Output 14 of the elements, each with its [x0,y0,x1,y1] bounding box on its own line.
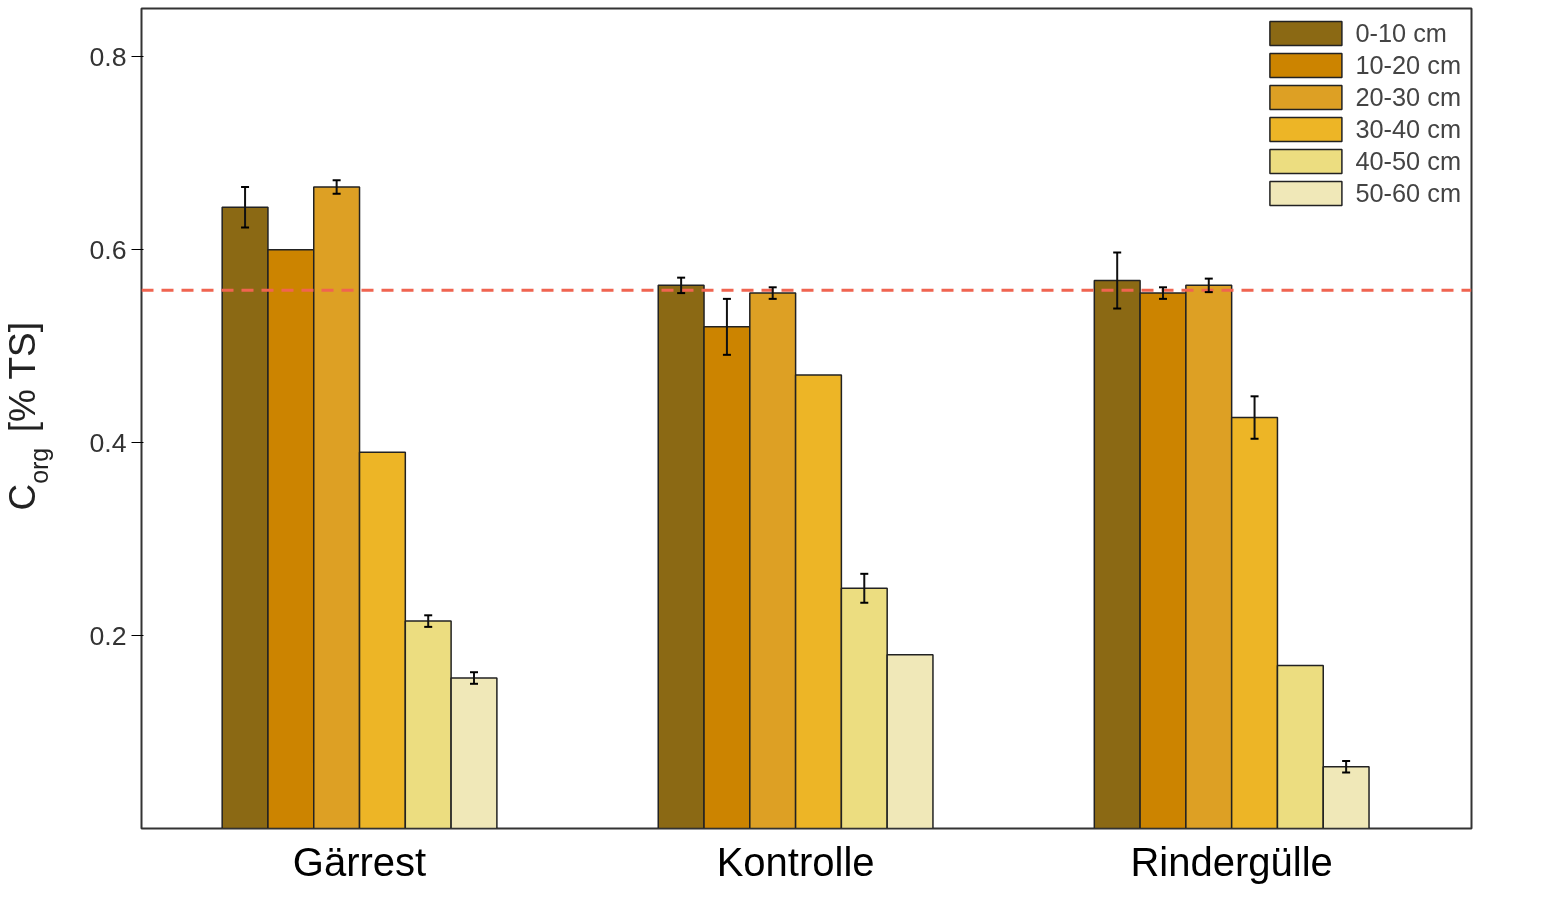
y-axis-title: Corg [% TS] [1,321,53,511]
legend-label: 50-60 cm [1355,178,1461,208]
x-tick-label: Gärrest [292,839,427,884]
y-tick-label: 0.2 [89,620,127,651]
x-tick-label: Rindergülle [1130,839,1333,884]
legend-label: 30-40 cm [1355,114,1461,144]
x-tick-label: Kontrolle [716,839,875,884]
y-tick-label: 0.4 [89,427,127,458]
legend-label: 0-10 cm [1355,18,1447,48]
legend-label: 40-50 cm [1355,146,1461,176]
y-tick-label: 0.8 [89,41,127,72]
y-tick-label: 0.6 [89,234,127,265]
legend-label: 10-20 cm [1355,50,1461,80]
legend-label: 20-30 cm [1355,82,1461,112]
